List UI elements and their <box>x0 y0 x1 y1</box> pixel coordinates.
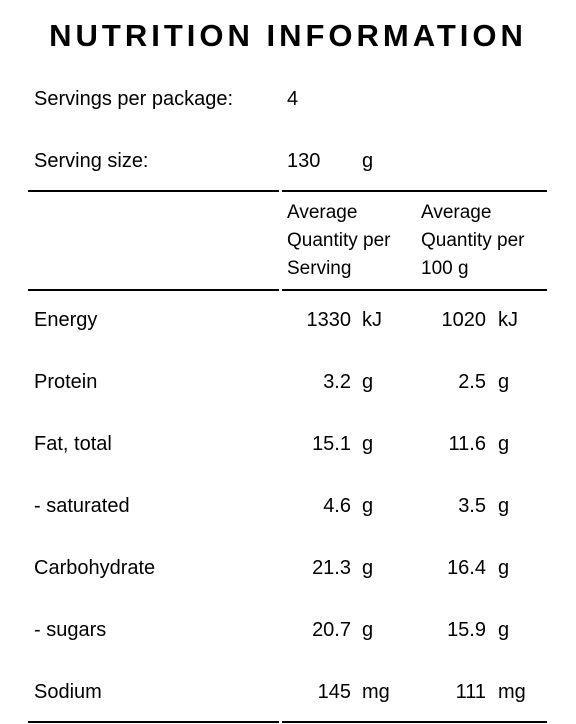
rule <box>28 190 279 192</box>
per-100g-unit: g <box>498 619 510 641</box>
per-serving-unit: g <box>362 371 374 393</box>
row-label: Sodium <box>34 681 102 703</box>
row-label: Fat, total <box>34 433 112 455</box>
per-serving-unit: mg <box>362 681 390 703</box>
per-serving-value: 145 <box>317 681 351 703</box>
per-serving-unit: kJ <box>362 309 382 331</box>
per-serving-unit: g <box>362 619 374 641</box>
serving-size-label: Serving size: <box>34 150 149 172</box>
rule <box>282 289 547 291</box>
per-100g-unit: kJ <box>498 309 518 331</box>
per-serving-value: 1330 <box>306 309 352 331</box>
row-label: Carbohydrate <box>34 557 156 579</box>
per-100g-unit: g <box>498 433 510 455</box>
rule <box>28 289 279 291</box>
per-serving-unit: g <box>362 495 374 517</box>
servings-label: Servings per package: <box>34 88 234 110</box>
per-100g-value: 16.4 <box>447 557 486 579</box>
per-100g-value: 2.5 <box>458 371 486 393</box>
title: NUTRITION INFORMATION <box>49 18 527 53</box>
per-serving-value: 21.3 <box>312 557 351 579</box>
column-header: Average Quantity per Serving <box>287 202 391 279</box>
per-100g-value: 3.5 <box>458 495 486 517</box>
row-label: - saturated <box>34 495 130 517</box>
rule <box>28 721 279 723</box>
rule <box>282 721 547 723</box>
per-serving-unit: g <box>362 433 374 455</box>
per-serving-unit: g <box>362 557 374 579</box>
per-serving-value: 4.6 <box>323 495 351 517</box>
per-serving-value: 15.1 <box>312 433 351 455</box>
per-100g-value: 111 <box>455 681 486 703</box>
per-100g-value: 11.6 <box>448 433 486 455</box>
rule <box>282 190 547 192</box>
per-100g-unit: g <box>498 371 510 393</box>
column-header: Average Quantity per 100 g <box>421 202 525 279</box>
per-100g-unit: g <box>498 557 510 579</box>
per-100g-unit: mg <box>498 681 526 703</box>
serving-size-unit: g <box>362 150 374 172</box>
row-label: Protein <box>34 371 98 393</box>
per-100g-unit: g <box>498 495 510 517</box>
row-label: Energy <box>34 309 98 331</box>
serving-size-value: 130 <box>287 150 321 172</box>
per-100g-value: 15.9 <box>447 619 486 641</box>
per-serving-value: 3.2 <box>323 371 351 393</box>
row-label: - sugars <box>34 619 107 641</box>
per-serving-value: 20.7 <box>312 619 351 641</box>
per-100g-value: 1020 <box>441 309 487 331</box>
servings-value: 4 <box>287 88 299 110</box>
